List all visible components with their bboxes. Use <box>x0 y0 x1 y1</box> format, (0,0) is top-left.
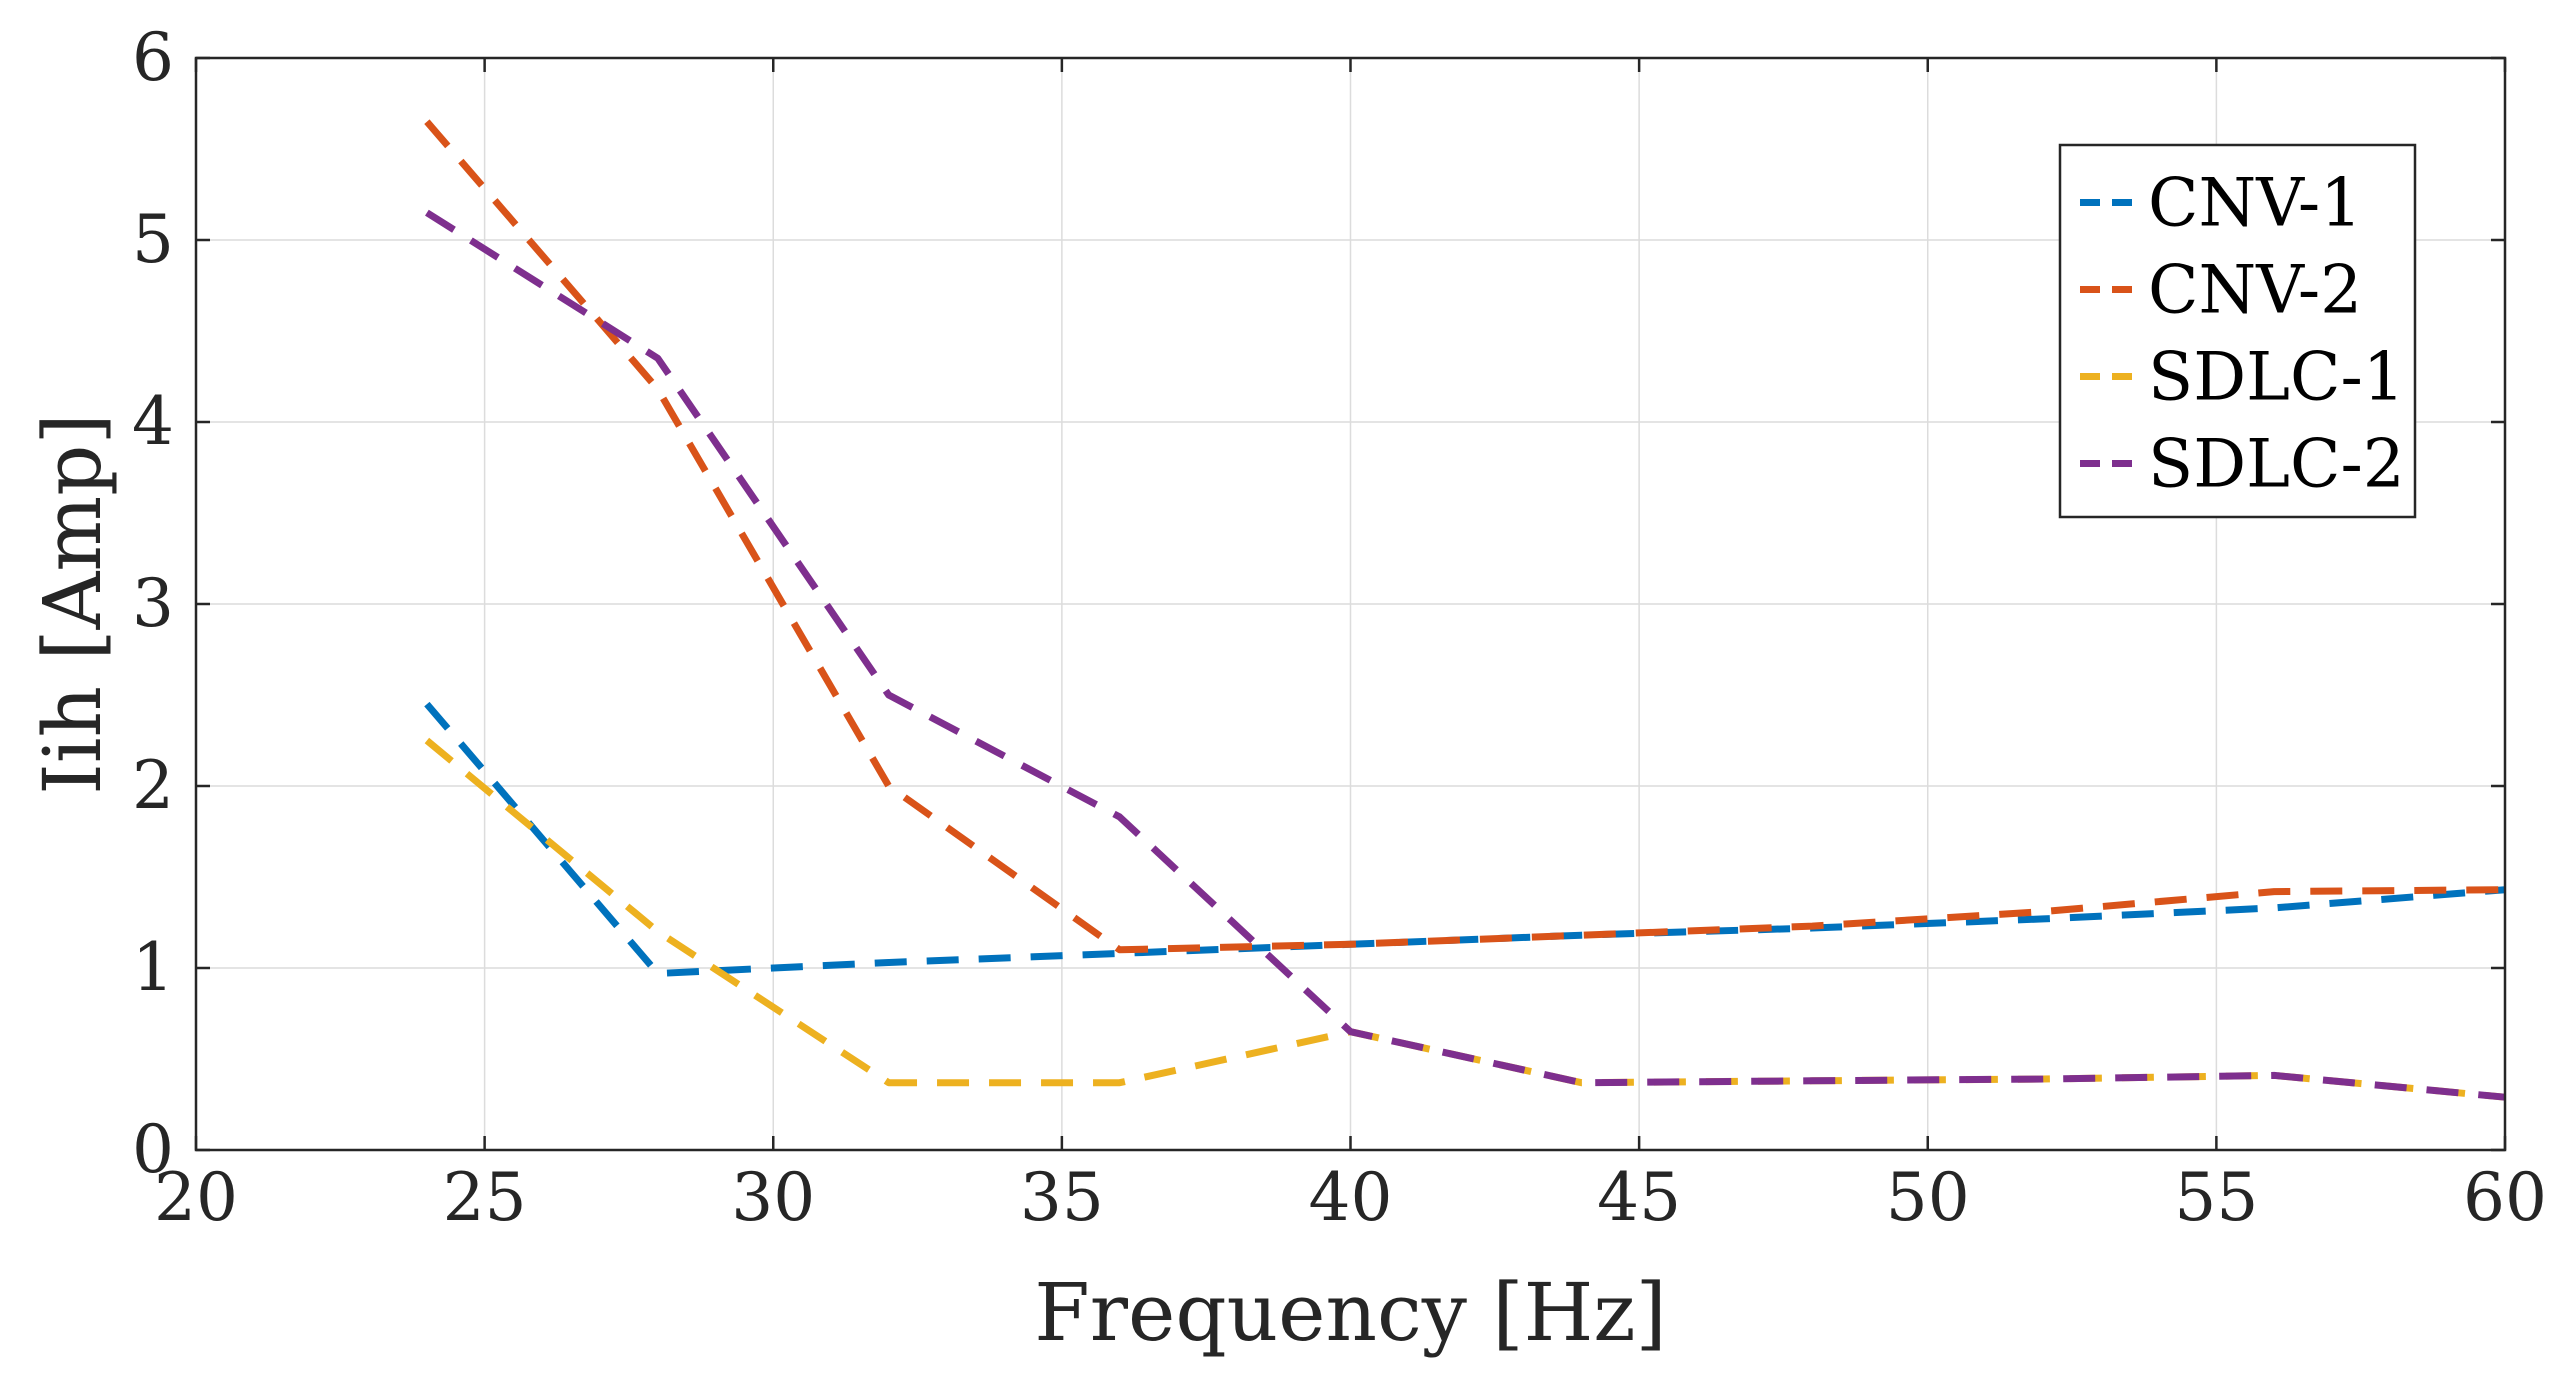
series-line-sdlc-2 <box>425 209 2506 1101</box>
legend-entry-cnv-2: CNV-2 <box>2148 252 2362 329</box>
legend-entry-cnv-1: CNV-1 <box>2148 165 2362 242</box>
x-tick-label: 45 <box>1597 1159 1681 1236</box>
y-tick-label: 0 <box>132 1111 174 1188</box>
x-tick-label: 35 <box>1020 1159 1104 1236</box>
series-line-cnv-1 <box>424 701 2506 977</box>
y-tick-label: 5 <box>132 201 174 278</box>
x-axis-label: Frequency [Hz] <box>1034 1266 1666 1359</box>
legend-entry-sdlc-1: SDLC-1 <box>2148 339 2405 416</box>
legend: CNV-1 CNV-2 SDLC-1 SDLC-2 <box>2058 143 2417 519</box>
x-tick-label: 25 <box>443 1159 527 1236</box>
x-tick-label: 50 <box>1886 1159 1970 1236</box>
x-tick-label: 40 <box>1309 1159 1393 1236</box>
y-tick-label: 3 <box>132 565 174 642</box>
legend-entry-sdlc-2: SDLC-2 <box>2148 426 2405 503</box>
y-axis-label: Iih [Amp] <box>26 413 119 794</box>
y-tick-label: 2 <box>132 747 174 824</box>
x-tick-label: 30 <box>731 1159 815 1236</box>
y-tick-label: 6 <box>132 19 174 96</box>
x-tick-label: 60 <box>2463 1159 2547 1236</box>
x-tick-label: 20 <box>154 1159 238 1236</box>
series-line-cnv-2 <box>424 119 2506 954</box>
y-tick-label: 1 <box>132 929 174 1006</box>
x-tick-label: 55 <box>2174 1159 2258 1236</box>
y-tick-label: 4 <box>132 383 174 460</box>
legend-box <box>2058 143 2417 519</box>
series-lines <box>424 119 2506 1101</box>
